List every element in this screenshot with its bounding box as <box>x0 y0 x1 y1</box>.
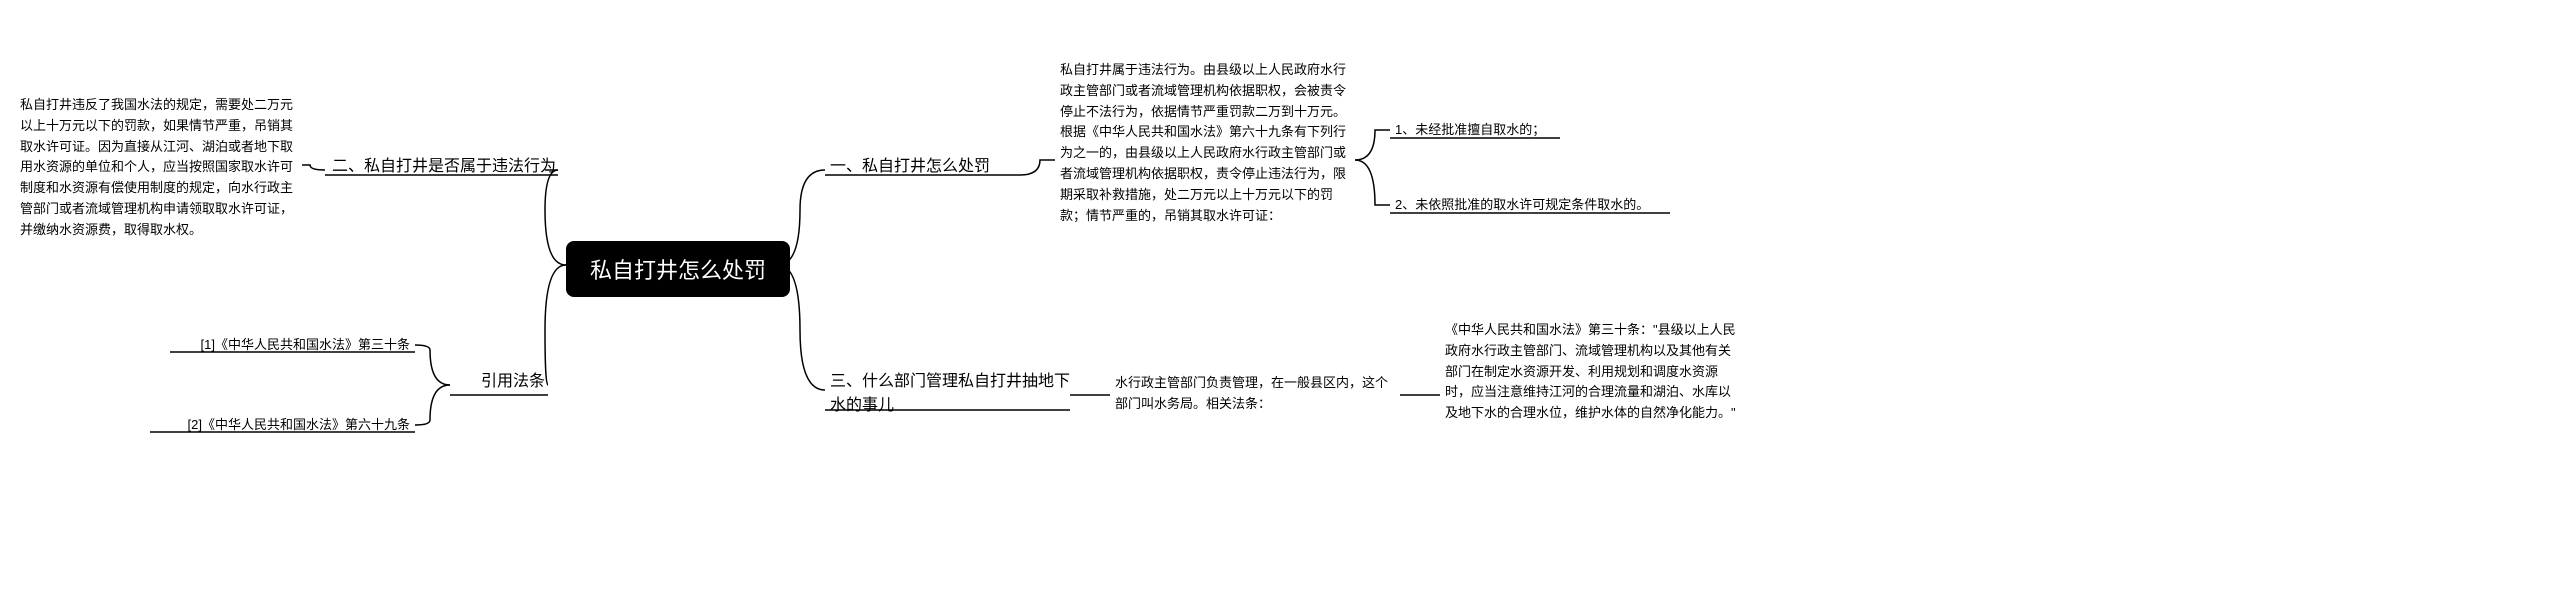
branch3-detail: 水行政主管部门负责管理，在一般县区内，这个部门叫水务局。相关法条： <box>1115 373 1395 415</box>
refs-title: 引用法条 <box>455 370 545 394</box>
root-node: 私自打井怎么处罚 <box>566 241 790 297</box>
branch3-law: 《中华人民共和国水法》第三十条："县级以上人民政府水行政主管部门、流域管理机构以… <box>1445 320 1740 424</box>
branch2-detail: 私自打井违反了我国水法的规定，需要处二万元以上十万元以下的罚款，如果情节严重，吊… <box>20 95 300 241</box>
branch1-sub2: 2、未依照批准的取水许可规定条件取水的。 <box>1395 195 1685 216</box>
branch1-detail: 私自打井属于违法行为。由县级以上人民政府水行政主管部门或者流域管理机构依据职权，… <box>1060 60 1350 226</box>
ref1: [1]《中华人民共和国水法》第三十条 <box>170 335 410 356</box>
branch1-title: 一、私自打井怎么处罚 <box>830 155 1030 179</box>
root-title: 私自打井怎么处罚 <box>590 258 766 283</box>
branch3-title: 三、什么部门管理私自打井抽地下水的事儿 <box>830 370 1070 418</box>
ref2: [2]《中华人民共和国水法》第六十九条 <box>150 415 410 436</box>
branch2-title: 二、私自打井是否属于违法行为 <box>326 155 556 179</box>
branch1-sub1: 1、未经批准擅自取水的； <box>1395 120 1595 141</box>
